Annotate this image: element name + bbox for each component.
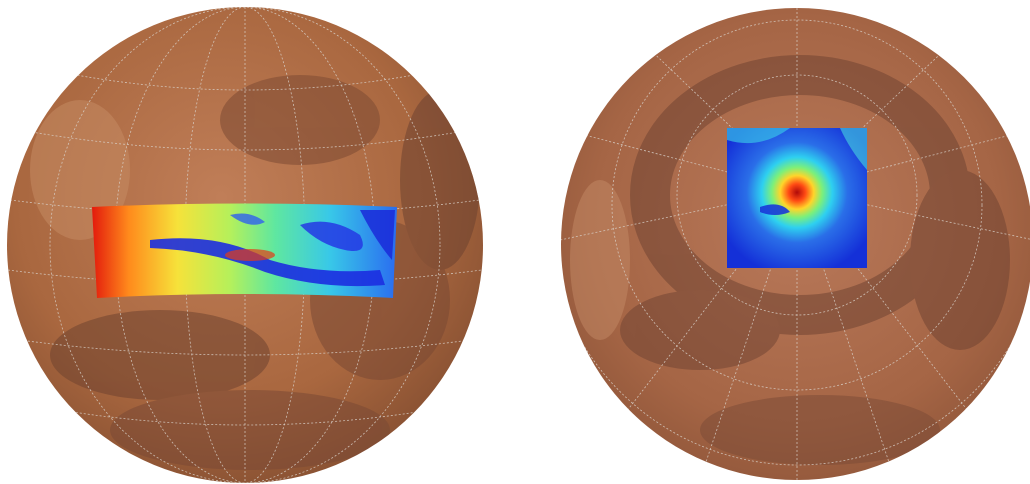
- right-globe: [561, 8, 1030, 480]
- left-globe: [7, 7, 483, 483]
- data-overlay-band: [92, 203, 397, 298]
- data-overlay-square: [727, 128, 867, 268]
